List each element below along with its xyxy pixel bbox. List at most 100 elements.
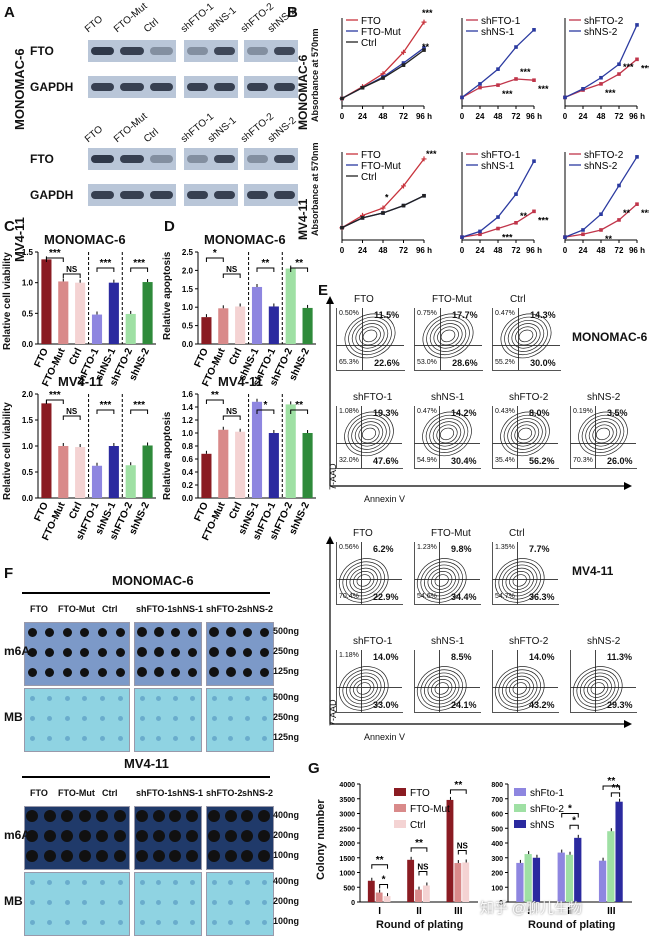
quadrant-ll: 55.2%	[495, 359, 515, 366]
bar	[268, 433, 279, 498]
contour-group	[338, 666, 389, 711]
significance-mark: ***	[641, 63, 649, 73]
legend-entry: FTO	[361, 16, 381, 27]
dot-spot	[64, 735, 70, 741]
dot-spot	[80, 627, 90, 637]
significance-mark: ***	[538, 84, 549, 94]
dot-spot	[117, 879, 123, 885]
dot-spot	[117, 919, 123, 925]
quadrant-ur: 14.3%	[530, 310, 556, 320]
contour-group	[500, 411, 550, 457]
y-tick-label: 0.0	[22, 340, 34, 349]
contour-line	[500, 313, 552, 359]
x-tick-label: 96 h	[629, 112, 645, 121]
blot-row-label: GAPDH	[30, 188, 74, 202]
blot-band	[247, 47, 268, 55]
dot-spot	[97, 667, 107, 677]
cell-line-label: MV4-11	[124, 756, 169, 771]
group-label: FTO-Mut	[58, 788, 95, 798]
dot-spot	[47, 695, 53, 701]
blot-strip	[184, 40, 238, 62]
blot-strip	[184, 184, 238, 206]
data-point	[532, 28, 536, 32]
y-tick-label: 1.5	[182, 285, 194, 294]
bar	[557, 852, 565, 902]
quadrant-ul: 0.50%	[339, 310, 359, 317]
contour-line	[433, 323, 463, 349]
legend-entry: shNS-1	[481, 161, 515, 172]
x-tick-label: 48	[597, 246, 606, 255]
y-tick-label: 1.0	[182, 429, 194, 438]
y-tick-label: 0.0	[182, 494, 194, 503]
arrow-head	[624, 482, 632, 490]
significance-mark: ***	[100, 258, 112, 269]
dot-spot	[139, 695, 145, 701]
data-point	[422, 48, 426, 52]
quadrant-line-horizontal	[492, 443, 558, 445]
contour-line	[436, 424, 458, 444]
blot-band	[274, 47, 295, 55]
dot-spot	[43, 830, 56, 842]
significance-bracket	[205, 399, 224, 404]
contour-line	[494, 558, 545, 603]
blot-band	[214, 155, 235, 163]
bar	[58, 281, 69, 344]
arrow-head	[326, 296, 334, 304]
quadrant-ul: 0.47%	[417, 408, 437, 415]
quadrant-ur: 11.5%	[374, 310, 400, 320]
blot-band	[91, 47, 115, 55]
group-label: shFTO-2	[206, 788, 243, 798]
quadrant-line-vertical	[361, 308, 363, 370]
quadrant-ur: 11.3%	[606, 652, 632, 662]
dot-spot	[241, 810, 254, 822]
significance-bracket	[222, 415, 241, 420]
contour-line	[595, 427, 611, 441]
blot-band	[120, 83, 144, 91]
quadrant-lr: 33.0%	[372, 700, 399, 710]
significance-mark: **	[211, 390, 219, 401]
data-point	[360, 216, 365, 220]
amount-label: 400ng	[273, 810, 300, 820]
dot-spot	[152, 810, 165, 822]
data-point	[380, 205, 386, 211]
divider-line	[22, 592, 270, 594]
bar	[58, 446, 69, 498]
data-point	[599, 212, 603, 216]
dot-spot	[244, 899, 250, 905]
bar	[375, 892, 383, 902]
dot-spot	[241, 830, 254, 842]
legend-entry: shNS-2	[584, 27, 618, 38]
contour-line	[362, 329, 378, 343]
legend-entry: shFTO-1	[481, 150, 521, 161]
x-tick-label: III	[607, 906, 616, 917]
dot-spot	[61, 830, 74, 842]
y-tick-label: 700	[491, 797, 503, 804]
dot-spot	[244, 735, 250, 741]
bar	[142, 282, 153, 344]
quadrant-ll: 32.0%	[339, 457, 359, 464]
dot-spot	[99, 919, 105, 925]
contour-line	[420, 669, 463, 708]
dot-spot	[189, 899, 195, 905]
x-tick-label: 48	[379, 112, 388, 121]
y-tick-label: 1.5	[22, 416, 34, 425]
contour-line	[517, 427, 533, 441]
significance-bracket	[602, 785, 621, 790]
quadrant-ul: 0.75%	[417, 310, 437, 317]
quadrant-ur: 3.5%	[606, 408, 628, 418]
contour-line	[356, 682, 371, 695]
contour-group	[494, 666, 545, 711]
bar	[235, 306, 246, 344]
amount-label: 250ng	[273, 712, 300, 722]
blot-band	[247, 83, 268, 91]
dot-spot	[136, 810, 148, 822]
dot-spot	[244, 919, 250, 925]
quadrant-line-horizontal	[570, 687, 636, 689]
dot-spot	[82, 715, 88, 721]
contour-line	[512, 682, 527, 695]
flow-plot	[414, 406, 481, 469]
contour-line	[358, 424, 380, 444]
quadrant-line-vertical	[517, 542, 519, 604]
legend-swatch	[514, 788, 526, 796]
data-point	[635, 23, 639, 27]
